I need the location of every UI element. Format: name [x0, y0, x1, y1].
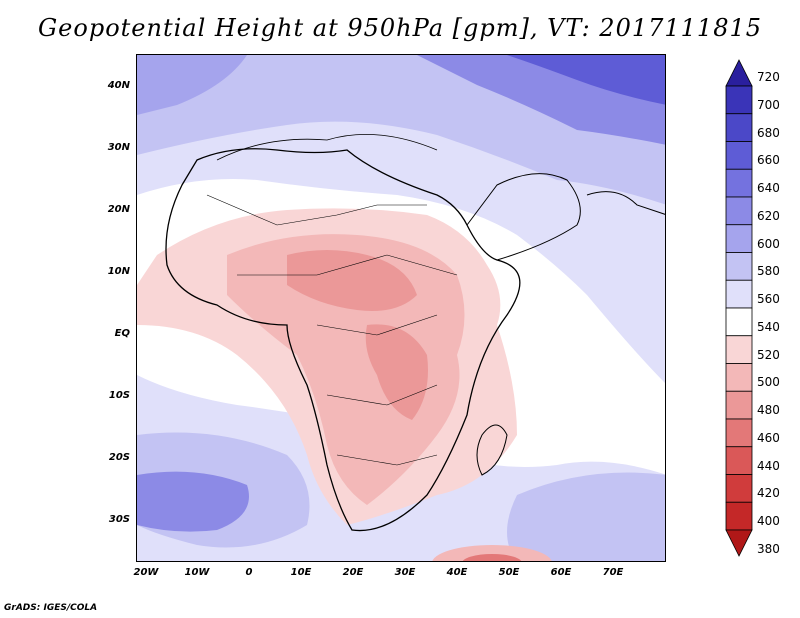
lon-tick-label: 30E [394, 567, 416, 578]
arabia-coastline [466, 173, 581, 261]
colorbar-level-label: 680 [757, 125, 780, 140]
colorbar-level-label: 380 [757, 541, 780, 556]
field-max-northeast [507, 55, 665, 105]
lon-tick-label: 60E [550, 567, 572, 578]
lon-tick-label: 40E [446, 567, 468, 578]
madagascar-coastline [476, 424, 508, 476]
country-border [206, 194, 427, 226]
colorbar-segment [725, 252, 753, 281]
colorbar-segment [725, 85, 753, 115]
africa-coastline [165, 148, 521, 532]
lon-tick-label: 70E [602, 567, 624, 578]
lat-tick-label: 30S [108, 514, 130, 525]
colorbar-segment [725, 501, 753, 531]
lat-tick-label: 10S [108, 390, 130, 401]
colorbar-segment [725, 168, 753, 198]
colorbar-level-label: 620 [757, 208, 780, 223]
colorbar-level-label: 480 [757, 403, 780, 418]
colorbar-level-label: 660 [757, 153, 780, 168]
country-border [326, 384, 438, 406]
field-high-northwest [137, 55, 247, 115]
country-border [316, 314, 438, 336]
field-blob-south-core [462, 554, 522, 561]
colorbar-segment [725, 418, 753, 448]
colorbar-segment [725, 59, 753, 87]
colorbar [725, 59, 753, 557]
colorbar-level-label: 460 [757, 430, 780, 445]
lon-tick-label: 50E [498, 567, 520, 578]
colorbar-level-label: 440 [757, 458, 780, 473]
field-band-480-north [287, 250, 417, 311]
lat-tick-label: 10N [107, 266, 130, 277]
lat-tick-label: 20S [108, 452, 130, 463]
map-title: Geopotential Height at 950hPa [gpm], VT:… [38, 14, 762, 42]
field-band-southeast [507, 472, 665, 561]
country-border [237, 254, 458, 276]
colorbar-segment [725, 196, 753, 226]
lat-tick-label: 40N [107, 80, 130, 91]
grads-credit: GrADS: IGES/COLA [4, 603, 98, 613]
lat-tick-label: EQ [114, 328, 130, 339]
colorbar-segment [725, 279, 753, 309]
colorbar-level-label: 520 [757, 347, 780, 362]
colorbar-segment [725, 363, 753, 392]
lat-tick-label: 20N [107, 204, 130, 215]
field-low-southwest [137, 471, 249, 532]
colorbar-level-label: 420 [757, 486, 780, 501]
colorbar-segment [725, 474, 753, 503]
field-band-480-east [365, 324, 428, 420]
colorbar-level-label: 640 [757, 181, 780, 196]
colorbar-level-label: 720 [757, 70, 780, 85]
colorbar-segment [725, 307, 753, 337]
colorbar-level-label: 600 [757, 236, 780, 251]
geopotential-field [137, 55, 665, 561]
colorbar-level-label: 580 [757, 264, 780, 279]
map-panel [136, 54, 666, 562]
colorbar-segment [725, 529, 753, 557]
colorbar-segment [725, 113, 753, 142]
lon-tick-label: 20W [133, 567, 159, 578]
colorbar-level-label: 700 [757, 97, 780, 112]
lon-tick-label: 10W [184, 567, 210, 578]
colorbar-segment [725, 224, 753, 253]
lon-tick-label: 0 [245, 567, 253, 578]
colorbar-level-label: 400 [757, 514, 780, 529]
lat-tick-label: 30N [107, 142, 130, 153]
mediterranean-coastline [216, 133, 438, 161]
colorbar-segment [725, 446, 753, 475]
lon-tick-label: 10E [290, 567, 312, 578]
colorbar-level-label: 560 [757, 292, 780, 307]
country-border [336, 454, 438, 466]
colorbar-segment [725, 390, 753, 420]
asia-coastline [586, 191, 665, 215]
colorbar-level-label: 540 [757, 319, 780, 334]
lon-tick-label: 20E [342, 567, 364, 578]
field-blob-south [432, 545, 552, 561]
colorbar-segment [725, 141, 753, 170]
colorbar-level-label: 500 [757, 375, 780, 390]
colorbar-segment [725, 335, 753, 364]
